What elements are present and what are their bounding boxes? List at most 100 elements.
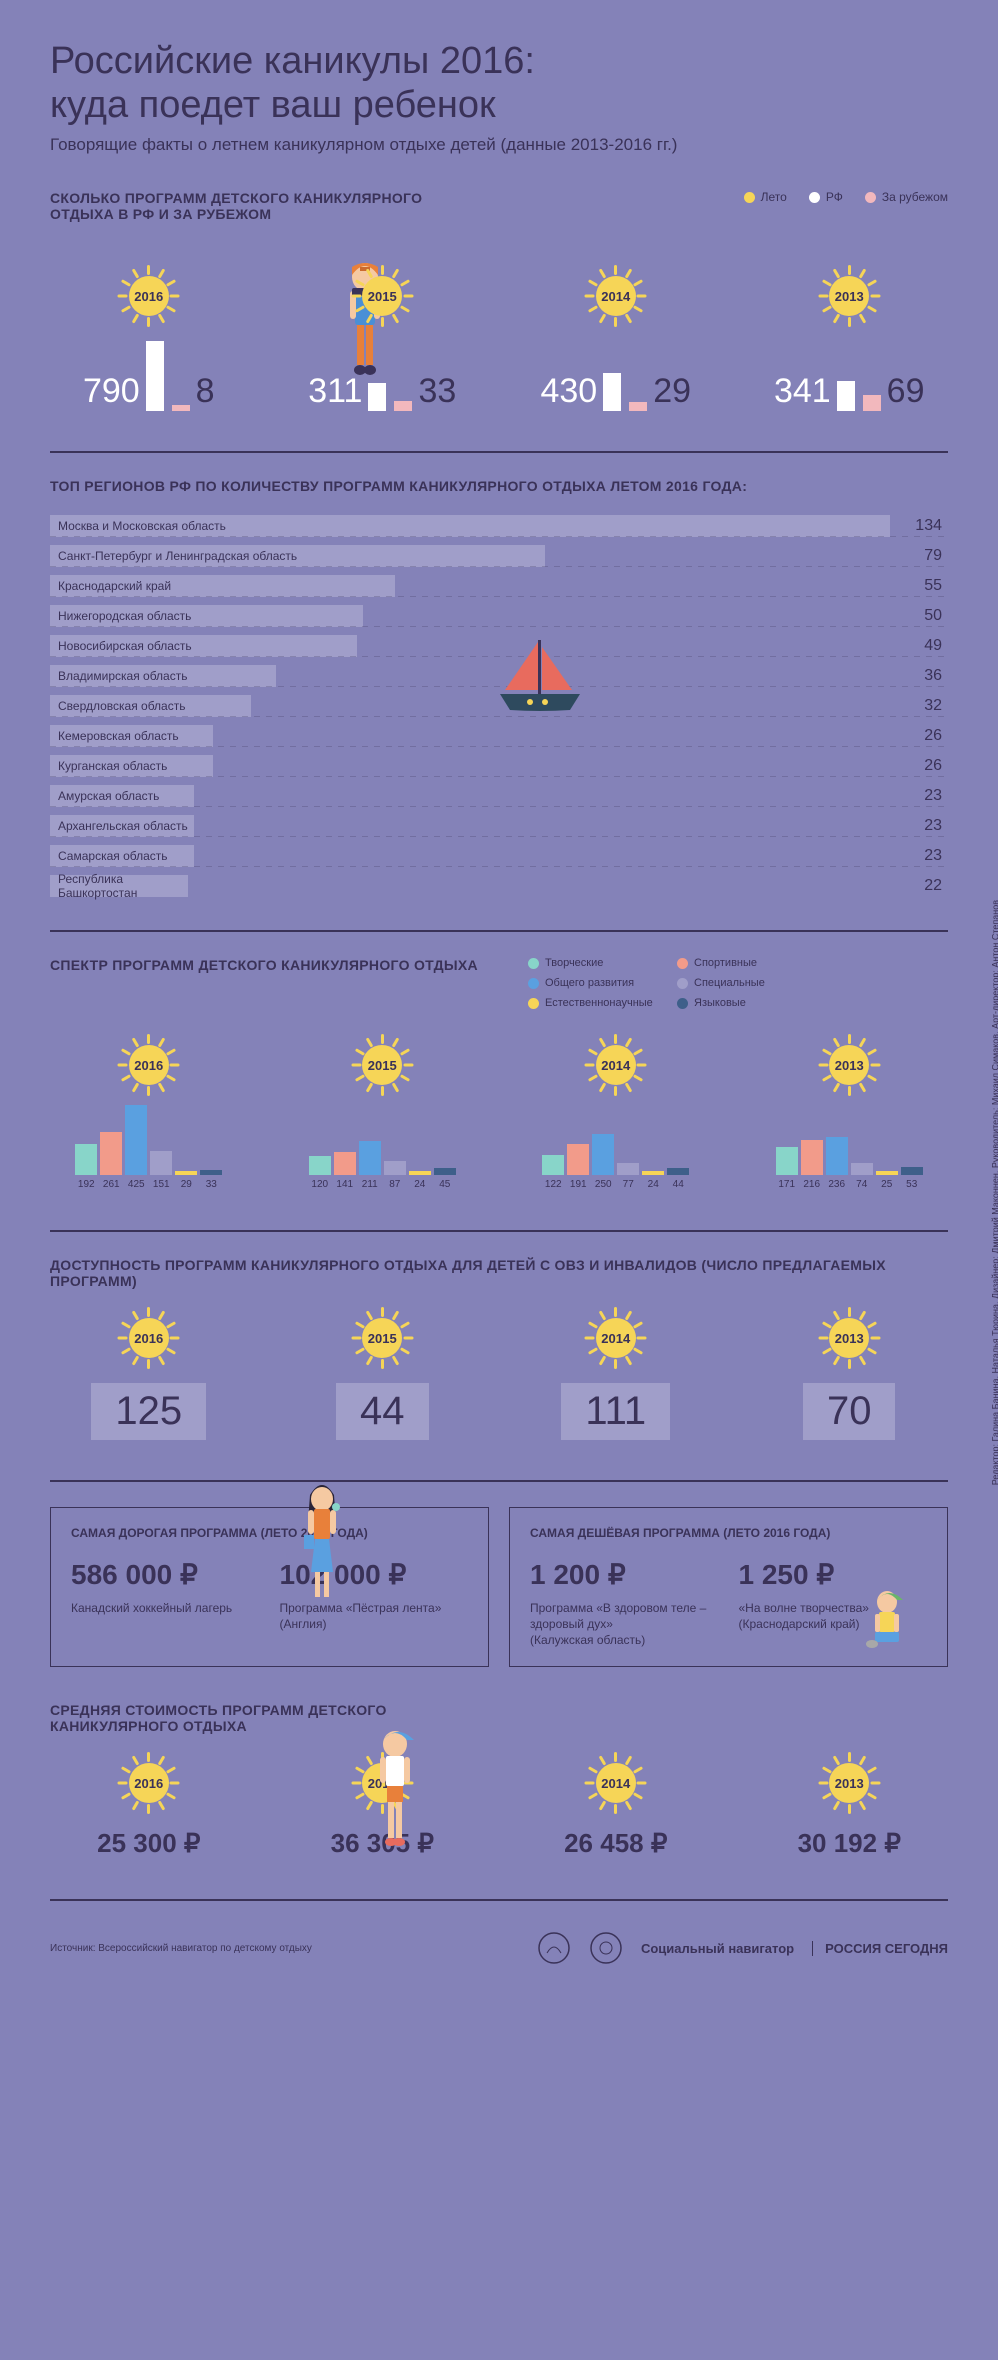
spectrum-value: 141 <box>336 1179 353 1190</box>
sun-icon: 2013 <box>818 1752 880 1814</box>
sun-icon: 2016 <box>118 1307 180 1369</box>
spectrum-bar <box>567 1144 589 1175</box>
price-value: 1 200 ₽ <box>530 1558 719 1591</box>
spectrum-bar <box>175 1171 197 1176</box>
region-bar: Москва и Московская область <box>50 515 890 537</box>
legend-item: Творческие <box>528 957 653 969</box>
spectrum-value: 261 <box>103 1179 120 1190</box>
year-label: 2014 <box>596 276 636 316</box>
spectrum-legend: ТворческиеСпортивныеОбщего развитияСпеци… <box>528 957 948 1009</box>
spectrum-chart: 122191250772444 <box>542 1110 689 1190</box>
region-value: 23 <box>924 817 948 835</box>
logo-icon <box>589 1931 623 1965</box>
spectrum-value: 33 <box>206 1179 217 1190</box>
disability-year-cell: 2016 125 <box>50 1307 248 1440</box>
subtitle: Говорящие факты о летнем каникулярном от… <box>50 135 948 155</box>
spectrum-value: 45 <box>439 1179 450 1190</box>
programs-header: СКОЛЬКО ПРОГРАММ ДЕТСКОГО КАНИКУЛЯРНОГО … <box>50 190 948 240</box>
disability-value: 44 <box>336 1383 429 1440</box>
spectrum-bar <box>150 1151 172 1176</box>
region-row: Москва и Московская область 134 <box>50 512 948 540</box>
region-bar: Санкт-Петербург и Ленинградская область <box>50 545 545 567</box>
region-bar: Архангельская область <box>50 815 194 837</box>
spectrum-value: 191 <box>570 1179 587 1190</box>
spectrum-bar <box>384 1161 406 1175</box>
region-value: 79 <box>924 547 948 565</box>
legend-item: Общего развития <box>528 977 653 989</box>
cheap-title: САМАЯ ДЕШЁВАЯ ПРОГРАММА (ЛЕТО 2016 ГОДА) <box>530 1526 927 1540</box>
spectrum-value: 120 <box>311 1179 328 1190</box>
spectrum-bar <box>876 1171 898 1175</box>
girl2-illustration <box>290 1477 355 1617</box>
price-panels: САМАЯ ДОРОГАЯ ПРОГРАММА (ЛЕТО 2016 ГОДА)… <box>50 1507 948 1667</box>
sun-icon: 2013 <box>818 1307 880 1369</box>
abroad-bar <box>629 402 647 411</box>
region-bar: Краснодарский край <box>50 575 395 597</box>
region-row: Краснодарский край 55 <box>50 572 948 600</box>
region-bar: Новосибирская область <box>50 635 357 657</box>
sun-icon: 2014 <box>585 265 647 327</box>
sun-icon: 2013 <box>818 265 880 327</box>
avg-row: 2016 25 300 ₽ 2015 36 305 ₽ 2014 26 458 … <box>50 1752 948 1859</box>
abroad-value: 8 <box>196 372 215 411</box>
programs-legend: ЛетоРФЗа рубежом <box>744 190 948 204</box>
spectrum-header: СПЕКТР ПРОГРАММ ДЕТСКОГО КАНИКУЛЯРНОГО О… <box>50 957 948 1009</box>
spectrum-value: 77 <box>623 1179 634 1190</box>
spectrum-bar <box>642 1171 664 1175</box>
spectrum-bar <box>434 1168 456 1175</box>
spectrum-year-cell: 2015 120141211872445 <box>283 1034 481 1190</box>
avg-year-cell: 2013 30 192 ₽ <box>750 1752 948 1859</box>
abroad-bar <box>172 405 190 411</box>
region-value: 49 <box>924 637 948 655</box>
region-row: Республика Башкортостан 22 <box>50 872 948 900</box>
footer: Источник: Всероссийский навигатор по дет… <box>50 1931 948 1965</box>
spectrum-value: 29 <box>181 1179 192 1190</box>
year-label: 2014 <box>596 1045 636 1085</box>
region-row: Самарская область 23 <box>50 842 948 870</box>
spectrum-bar <box>359 1141 381 1176</box>
expensive-panel: САМАЯ ДОРОГАЯ ПРОГРАММА (ЛЕТО 2016 ГОДА)… <box>50 1507 489 1667</box>
spectrum-bar <box>901 1167 923 1176</box>
regions-title: ТОП РЕГИОНОВ РФ ПО КОЛИЧЕСТВУ ПРОГРАММ К… <box>50 478 948 494</box>
legend-item: Спортивные <box>677 957 802 969</box>
region-value: 26 <box>924 757 948 775</box>
spectrum-value: 236 <box>828 1179 845 1190</box>
disability-value: 111 <box>561 1383 670 1440</box>
programs-year-cell: 2013 341 69 <box>750 265 948 411</box>
region-bar: Владимирская область <box>50 665 276 687</box>
avg-year-cell: 2014 26 458 ₽ <box>517 1752 715 1859</box>
programs-year-cell: 2014 430 29 <box>517 265 715 411</box>
region-value: 22 <box>924 877 948 895</box>
region-row: Кемеровская область 26 <box>50 722 948 750</box>
regions-chart: Москва и Московская область 134 Санкт-Пе… <box>50 512 948 900</box>
price-value: 586 000 ₽ <box>71 1558 260 1591</box>
spectrum-value: 74 <box>856 1179 867 1190</box>
divider <box>50 1899 948 1901</box>
spectrum-value: 24 <box>648 1179 659 1190</box>
divider <box>50 930 948 932</box>
region-bar: Свердловская область <box>50 695 251 717</box>
abroad-value: 33 <box>418 372 456 411</box>
programs-year-row: 2016 790 8 2015 311 33 2014 430 <box>50 265 948 411</box>
region-bar: Нижегородская область <box>50 605 363 627</box>
avg-year-cell: 2016 25 300 ₽ <box>50 1752 248 1859</box>
price-label: Программа «В здоровом теле – здоровый ду… <box>530 1601 719 1632</box>
spectrum-bar <box>75 1144 97 1176</box>
spectrum-value: 171 <box>778 1179 795 1190</box>
abroad-bar <box>863 395 881 411</box>
region-value: 23 <box>924 787 948 805</box>
region-value: 134 <box>915 517 948 535</box>
spectrum-value: 24 <box>414 1179 425 1190</box>
sun-icon: 2015 <box>351 265 413 327</box>
region-row: Курганская область 26 <box>50 752 948 780</box>
programs-year-cell: 2016 790 8 <box>50 265 248 411</box>
brand1: Социальный навигатор <box>641 1941 794 1956</box>
year-label: 2016 <box>129 276 169 316</box>
legend-item: За рубежом <box>865 190 948 204</box>
rf-bar <box>146 341 164 411</box>
spectrum-year-cell: 2014 122191250772444 <box>517 1034 715 1190</box>
spectrum-chart: 120141211872445 <box>309 1110 456 1190</box>
legend-item: Языковые <box>677 997 802 1009</box>
region-bar: Кемеровская область <box>50 725 213 747</box>
sun-icon: 2013 <box>818 1034 880 1096</box>
